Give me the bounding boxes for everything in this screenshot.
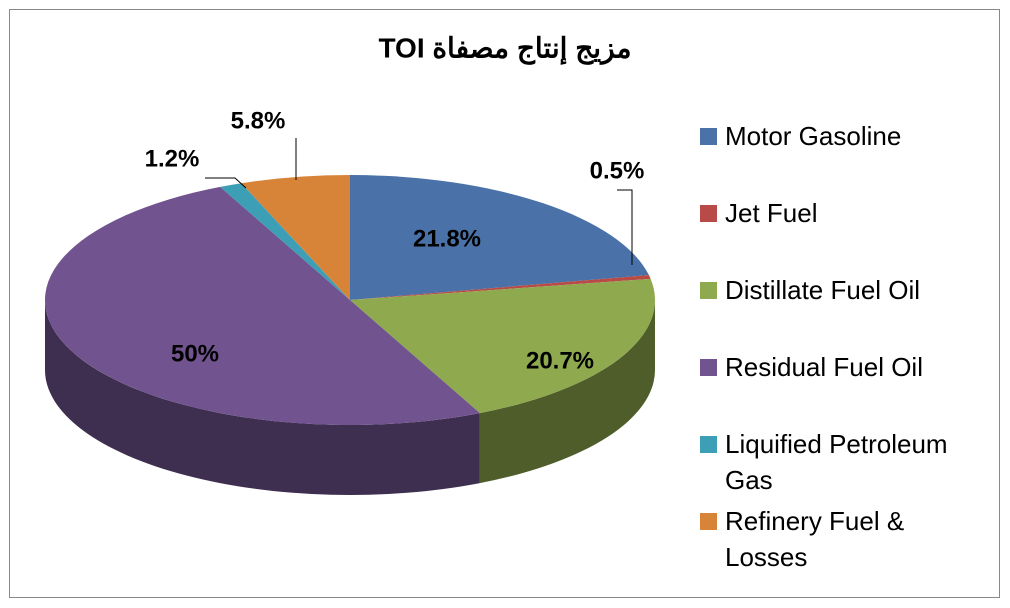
- slice-side: [44, 300, 480, 496]
- data-label: 5.8%: [231, 107, 286, 134]
- legend-swatch: [700, 282, 717, 299]
- pie: [44, 175, 655, 496]
- legend-label: Refinery Fuel & Losses: [725, 506, 905, 572]
- legend-item: Jet Fuel: [700, 195, 990, 272]
- slice: [350, 278, 655, 414]
- leader-line: [205, 177, 247, 189]
- data-label: 50%: [171, 340, 219, 367]
- legend-item: Refinery Fuel & Losses: [700, 503, 990, 580]
- slice: [241, 175, 350, 300]
- slice: [220, 183, 350, 300]
- legend-item: Distillate Fuel Oil: [700, 272, 990, 349]
- legend-swatch: [700, 513, 717, 530]
- legend-item: Liquified Petroleum Gas: [700, 426, 990, 503]
- legend-label: Residual Fuel Oil: [725, 352, 923, 382]
- data-label: 20.7%: [526, 347, 594, 374]
- data-label: 1.2%: [145, 145, 200, 172]
- data-labels: 21.8% 0.5% 20.7% 50% 1.2% 5.8%: [145, 107, 645, 374]
- legend-item: Residual Fuel Oil: [700, 349, 990, 426]
- data-label: 21.8%: [413, 225, 481, 252]
- data-label: 0.5%: [590, 157, 645, 184]
- slice: [350, 275, 651, 300]
- legend-swatch: [700, 128, 717, 145]
- legend-item: Motor Gasoline: [700, 118, 990, 195]
- slice-side: [479, 300, 655, 484]
- legend-swatch: [700, 436, 717, 453]
- slice: [350, 175, 649, 300]
- legend-label: Motor Gasoline: [725, 121, 902, 151]
- legend: Motor Gasoline Jet Fuel Distillate Fuel Oi…: [700, 118, 990, 580]
- legend-label: Jet Fuel: [725, 198, 818, 228]
- legend-swatch: [700, 359, 717, 376]
- chart-title: مزيج إنتاج مصفاة TOI: [378, 32, 631, 65]
- legend-label: Liquified Petroleum Gas: [725, 429, 948, 495]
- legend-swatch: [700, 205, 717, 222]
- legend-label: Distillate Fuel Oil: [725, 275, 921, 305]
- leader-line: [617, 189, 633, 265]
- slice: [45, 186, 480, 426]
